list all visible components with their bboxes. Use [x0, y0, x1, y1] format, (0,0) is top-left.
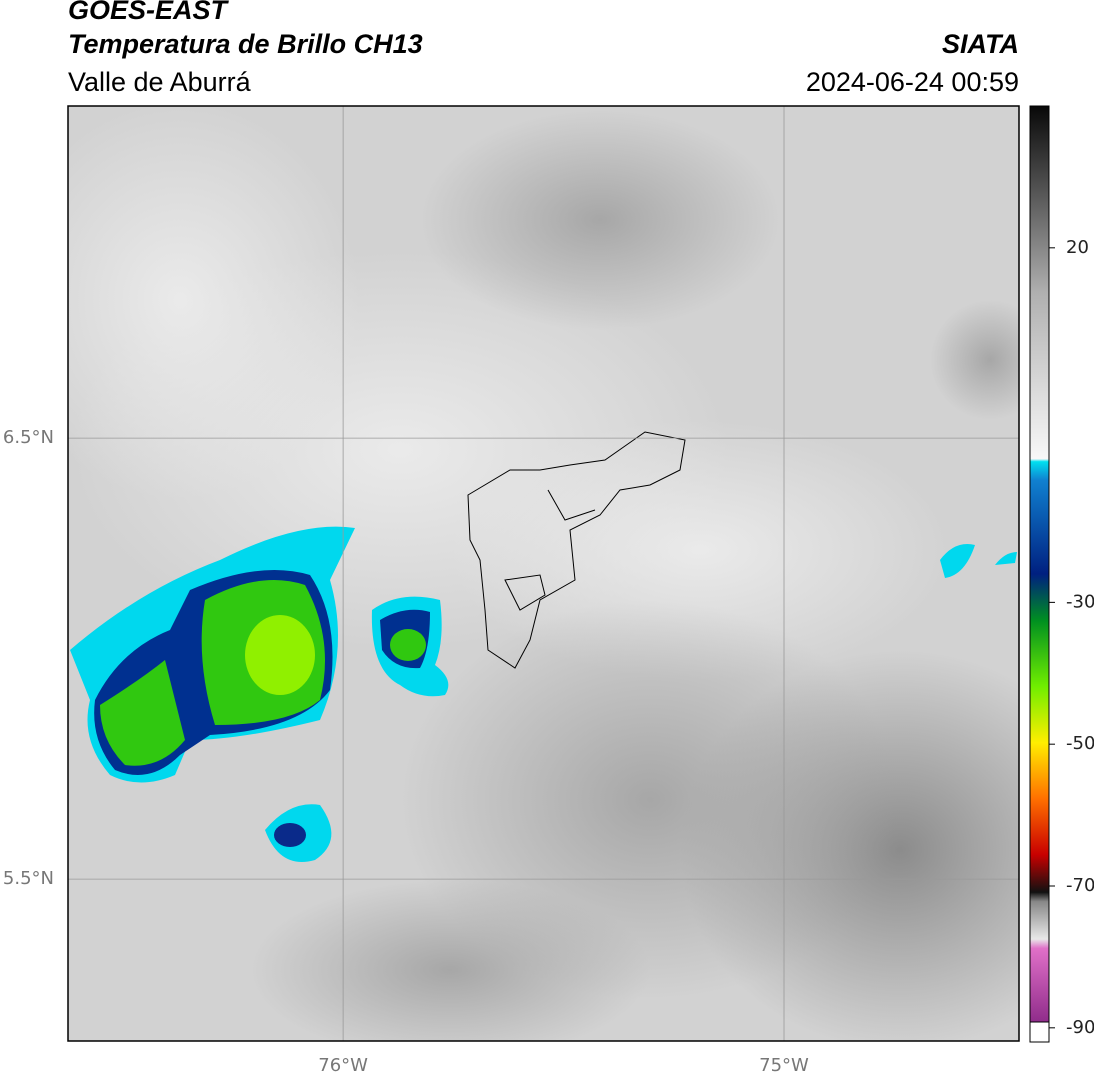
region: Valle de Aburrá — [68, 67, 252, 97]
satellite-image — [68, 106, 1019, 1041]
map-frame — [67, 105, 1020, 1042]
y-tick-label: 5.5°N — [3, 868, 54, 889]
colorbar-under — [1029, 1021, 1050, 1043]
x-tick-label: 76°W — [318, 1055, 368, 1076]
colorbar-tick-label: -90 — [1066, 1017, 1094, 1038]
colorbar-tick-label: -50 — [1066, 733, 1094, 754]
colorbar-tick-label: 20 — [1066, 237, 1089, 258]
x-tick-label: 75°W — [759, 1055, 809, 1076]
datetime: 2024-06-24 00:59 — [806, 67, 1019, 97]
source: SIATA — [942, 29, 1019, 59]
y-tick-label: 6.5°N — [3, 427, 54, 448]
subtitle: Temperatura de Brillo CH13 — [68, 29, 423, 59]
colorbar-tick-label: -30 — [1066, 591, 1094, 612]
colorbar — [1029, 105, 1050, 1043]
title: GOES-EAST — [68, 0, 230, 25]
colorbar-tick-label: -70 — [1066, 875, 1094, 896]
